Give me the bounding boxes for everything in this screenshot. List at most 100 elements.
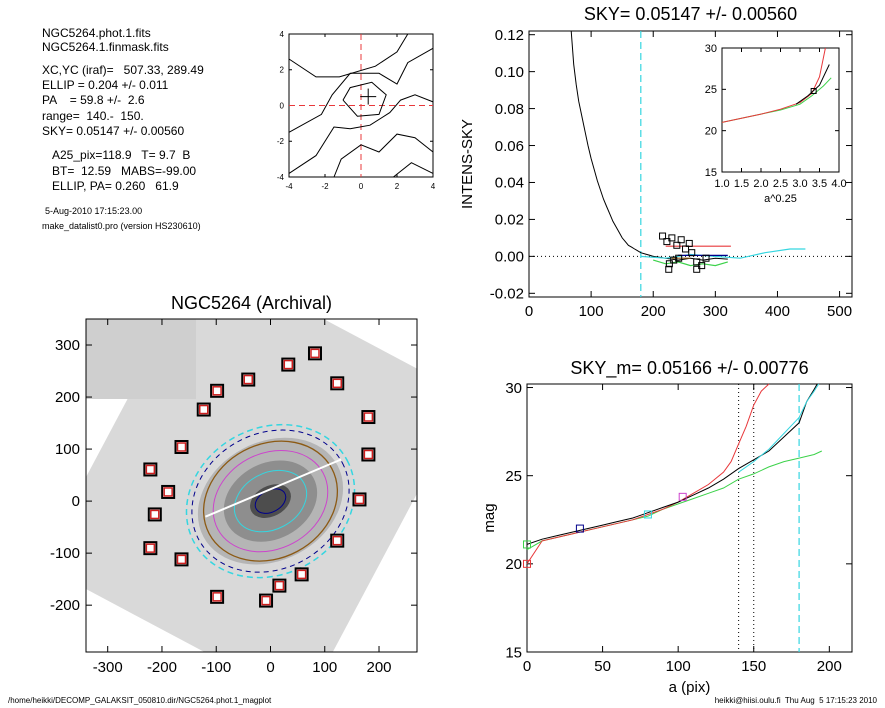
info-ellip-pa: ELLIP, PA= 0.260 61.9 bbox=[52, 179, 179, 193]
info-a25: A25_pix=118.9 T= 9.7 B bbox=[52, 148, 191, 162]
center-xtick-label: -4 bbox=[285, 182, 293, 191]
mask-box bbox=[147, 507, 162, 522]
center-ytick-label: 2 bbox=[280, 66, 285, 75]
center-contour bbox=[393, 162, 434, 178]
sky-ytick-label: 0.10 bbox=[495, 64, 524, 81]
sky-series-cyan bbox=[640, 248, 806, 259]
mask-box bbox=[352, 492, 367, 507]
sky-ytick-label: -0.02 bbox=[490, 286, 524, 303]
image-field bbox=[86, 319, 417, 652]
sky-inset-xtick-label: 1.0 bbox=[714, 178, 729, 190]
mask-box bbox=[330, 376, 345, 391]
mask-box-inner bbox=[145, 464, 156, 475]
mag-square-marker bbox=[643, 510, 652, 519]
mask-box-inner bbox=[150, 509, 160, 520]
sky-square-marker bbox=[663, 238, 671, 246]
mag-xlabel: a (pix) bbox=[669, 679, 711, 696]
info-ellip: ELLIP = 0.204 +/- 0.011 bbox=[42, 78, 169, 92]
mask-box bbox=[241, 372, 256, 387]
ellipse-sky-inner bbox=[191, 429, 350, 573]
mask-box-inner bbox=[198, 404, 209, 415]
image-xtick-label: -200 bbox=[147, 659, 177, 676]
mask-box-inner bbox=[243, 374, 253, 385]
mask-box-inner bbox=[212, 592, 222, 602]
sky-square-marker bbox=[698, 262, 706, 270]
sky-inset-series-green bbox=[721, 77, 832, 123]
sky-inset-xtick-label: 2.0 bbox=[753, 178, 768, 190]
galaxy-major-axis bbox=[204, 458, 342, 518]
sky-inset-xtick-label: 1.5 bbox=[734, 178, 749, 190]
mag-ytick-label: 30 bbox=[505, 380, 522, 397]
center-contour bbox=[288, 94, 434, 174]
mask-box bbox=[294, 567, 309, 582]
center-ytick-label: -4 bbox=[277, 173, 285, 182]
mask-box-inner bbox=[296, 569, 307, 580]
center-ytick-label: -2 bbox=[277, 137, 285, 146]
mag-series-cyan bbox=[738, 383, 820, 473]
ellipse-sky-outer bbox=[185, 423, 356, 579]
mask-box-inner bbox=[363, 449, 374, 460]
mag-series-green bbox=[526, 450, 823, 551]
mask-box-inner bbox=[283, 359, 294, 370]
sky-square-marker bbox=[659, 232, 667, 240]
mag-xtick-label: 50 bbox=[594, 658, 611, 675]
mask-box bbox=[259, 593, 274, 608]
mask-box-inner bbox=[310, 348, 320, 359]
mask-box bbox=[143, 462, 158, 477]
mask-box-inner bbox=[363, 412, 374, 422]
image-ytick-label: 100 bbox=[55, 441, 80, 458]
image-ytick-label: 200 bbox=[55, 389, 80, 406]
image-ytick-label: 300 bbox=[55, 337, 80, 354]
image-frame bbox=[85, 318, 418, 653]
mask-box bbox=[174, 439, 189, 454]
center-ytick-label: 4 bbox=[280, 30, 285, 39]
mask-box bbox=[210, 383, 225, 398]
mag-series-red bbox=[526, 383, 770, 565]
sky-inset-xtick-label: 3.5 bbox=[812, 178, 827, 190]
mag-ytick-label: 15 bbox=[505, 644, 522, 661]
mask-box-inner bbox=[163, 487, 173, 497]
mag-ytick-label: 25 bbox=[505, 468, 522, 485]
mag-xtick-label: 200 bbox=[817, 658, 842, 675]
sky-ytick-label: 0.00 bbox=[495, 249, 524, 266]
mag-square-marker bbox=[575, 524, 584, 533]
sky-ytick-label: 0.12 bbox=[495, 27, 524, 44]
mask-box bbox=[361, 447, 376, 462]
ellipse-a25 bbox=[202, 440, 339, 562]
mask-box bbox=[272, 578, 287, 593]
footer-path: /home/heikki/DECOMP_GALAKSIT_050810.dir/… bbox=[8, 696, 272, 705]
sky-xtick-label: 400 bbox=[765, 303, 790, 320]
sky-xtick-label: 300 bbox=[703, 303, 728, 320]
info-range: range= 140.- 150. bbox=[42, 109, 144, 123]
center-xtick-label: -2 bbox=[321, 182, 329, 191]
sky-xtick-label: 100 bbox=[579, 303, 604, 320]
ellipse-cyan-inner bbox=[233, 469, 308, 533]
sky-square-marker bbox=[693, 265, 701, 273]
sky-square-marker bbox=[688, 249, 696, 257]
sky-inset-series-red bbox=[721, 47, 826, 123]
info-file1: NGC5264.phot.1.fits bbox=[42, 26, 151, 40]
image-xtick-label: 200 bbox=[367, 659, 392, 676]
sky-inset-xtick-label: 4.0 bbox=[831, 178, 846, 190]
center-contour bbox=[288, 33, 409, 78]
sky-inset-xtick-label: 3.0 bbox=[792, 178, 807, 190]
sky-inset-ytick-label: 30 bbox=[705, 43, 717, 55]
sky-inset-square bbox=[810, 87, 817, 94]
mag-series-black bbox=[526, 383, 818, 545]
sky-ytick-label: 0.02 bbox=[495, 212, 524, 229]
mask-box-inner bbox=[274, 580, 285, 591]
sky-square-marker bbox=[668, 234, 676, 242]
sky-frame bbox=[528, 30, 853, 298]
info-file2: NGC5264.1.finmask.fits bbox=[42, 40, 169, 54]
mag-square-marker bbox=[523, 540, 531, 549]
sky-inset-xtick-label: 2.5 bbox=[773, 178, 788, 190]
info-program: make_datalist0.pro (version HS230610) bbox=[42, 221, 201, 231]
sky-ylabel: INTENS-SKY bbox=[459, 119, 476, 209]
mask-box-inner bbox=[145, 543, 156, 553]
center-xtick-label: 4 bbox=[431, 182, 436, 191]
sky-square-marker bbox=[685, 239, 693, 247]
center-xtick-label: 0 bbox=[359, 182, 364, 191]
sky-square-marker bbox=[665, 265, 673, 273]
mask-box-inner bbox=[332, 535, 342, 546]
